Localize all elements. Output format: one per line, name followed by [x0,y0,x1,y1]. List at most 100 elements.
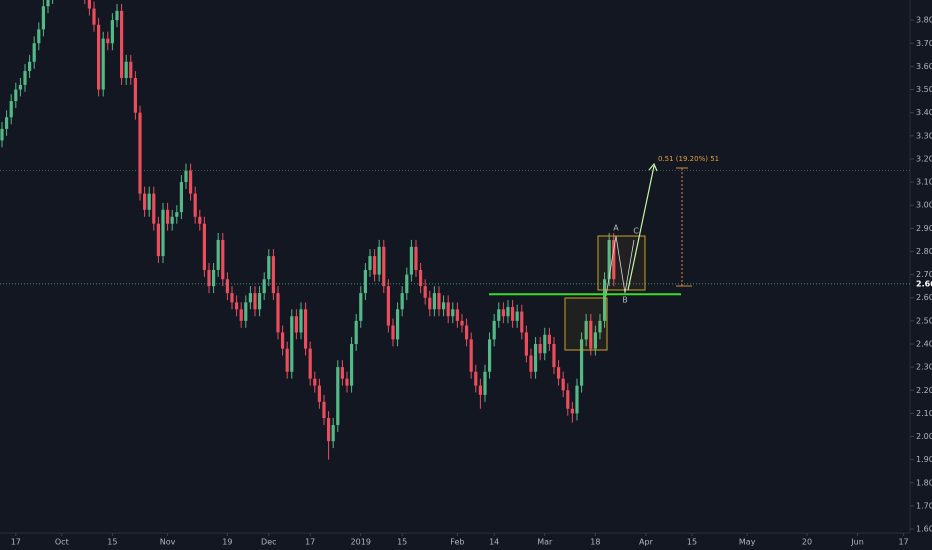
candle-body [46,0,50,7]
candle-body [299,309,303,333]
candle-body [161,209,165,257]
candle-body [124,61,128,78]
candle-body [598,320,602,333]
y-tick-label: 3.40 [916,108,932,117]
x-tick-label: 14 [489,538,499,547]
candle-body [87,0,91,9]
candle-body [106,38,110,44]
candle-body [386,286,390,326]
candle-body [175,212,179,217]
candle-body [556,367,561,379]
x-tick-label: 15 [107,538,117,547]
candle-body [547,334,551,344]
candle-body [349,343,354,386]
candle-body [188,170,193,194]
candle-body [230,293,234,303]
candle-body [441,302,446,310]
candle-body [497,309,501,321]
candle-body [345,378,349,386]
candle-body [336,367,340,425]
candle-body [487,339,492,372]
candle-body [543,334,547,354]
x-tick-label: 20 [802,538,812,547]
candle-body [267,256,271,280]
candles [0,0,616,460]
candle-body [303,309,308,349]
y-tick-label: 2.90 [916,224,932,233]
x-tick-label: 19 [222,538,232,547]
x-tick-label: Oct [55,538,69,547]
candle-body [460,320,464,326]
candle-body [14,89,18,102]
candle-body [179,182,183,213]
candle-body [607,239,611,280]
y-tick-label: 3.30 [916,131,932,140]
candle-body [584,320,588,340]
candle-body [469,339,473,372]
x-tick-label: 2019 [351,538,371,547]
y-tick-label: 2.40 [916,339,932,348]
candle-body [9,101,13,118]
x-tick-label: 17 [305,538,315,547]
y-tick-label: 2.50 [916,316,932,325]
candle-body [119,10,124,78]
y-tick-label: 3.00 [916,201,932,210]
candle-body [520,311,524,333]
x-tick-label: 17 [11,538,21,547]
candle-body [331,424,335,442]
y-tick-label: 2.80 [916,247,932,256]
candle-body [575,385,579,414]
x-tick-label: Nov [160,538,176,547]
x-tick-label: Mar [537,538,553,547]
candle-body [271,256,275,294]
candle-body [156,223,160,257]
candle-body [368,256,372,270]
candle-body [276,293,280,333]
x-tick-label: Feb [450,538,464,547]
candle-body [400,293,404,310]
candle-body [248,293,252,303]
candle-body [193,193,197,217]
candle-body [363,269,367,294]
candle-body [561,378,565,391]
candle-body [184,170,188,183]
candle-body [437,293,441,310]
candle-body [340,367,344,379]
candle-body [253,293,257,310]
candle-body [529,355,533,372]
candle-body [313,378,317,386]
y-tick-label: 1.60 [916,525,932,534]
candle-body [566,390,570,409]
y-tick-label: 2.30 [916,363,932,372]
y-tick-label: 3.20 [916,154,932,163]
candle-body [414,246,418,270]
candle-body [405,274,409,294]
x-tick-label: 15 [397,538,407,547]
candle-body [602,279,607,321]
candle-body [110,20,114,44]
candle-body [359,293,363,321]
candle-body [0,128,4,141]
candle-body [294,316,298,333]
abc-path [605,235,635,297]
candle-body [579,339,584,386]
candle-body [142,193,147,210]
candle-body [280,332,285,349]
candle-body [317,385,321,402]
y-tick-label: 3.70 [916,39,932,48]
x-tick-label: 18 [590,538,600,547]
arrow-head [648,162,658,172]
candle-body [202,223,206,270]
candle-body [474,371,478,386]
candle-body [147,193,151,210]
y-tick-label: 1.80 [916,478,932,487]
candle-body [138,112,142,194]
candle-body [257,293,262,310]
candle-body [524,332,528,356]
candle-body [326,418,331,442]
y-tick-label: 2.70 [916,270,932,279]
candle-body [589,320,593,349]
x-tick-label: Apr [639,538,654,547]
candle-body [244,302,248,321]
